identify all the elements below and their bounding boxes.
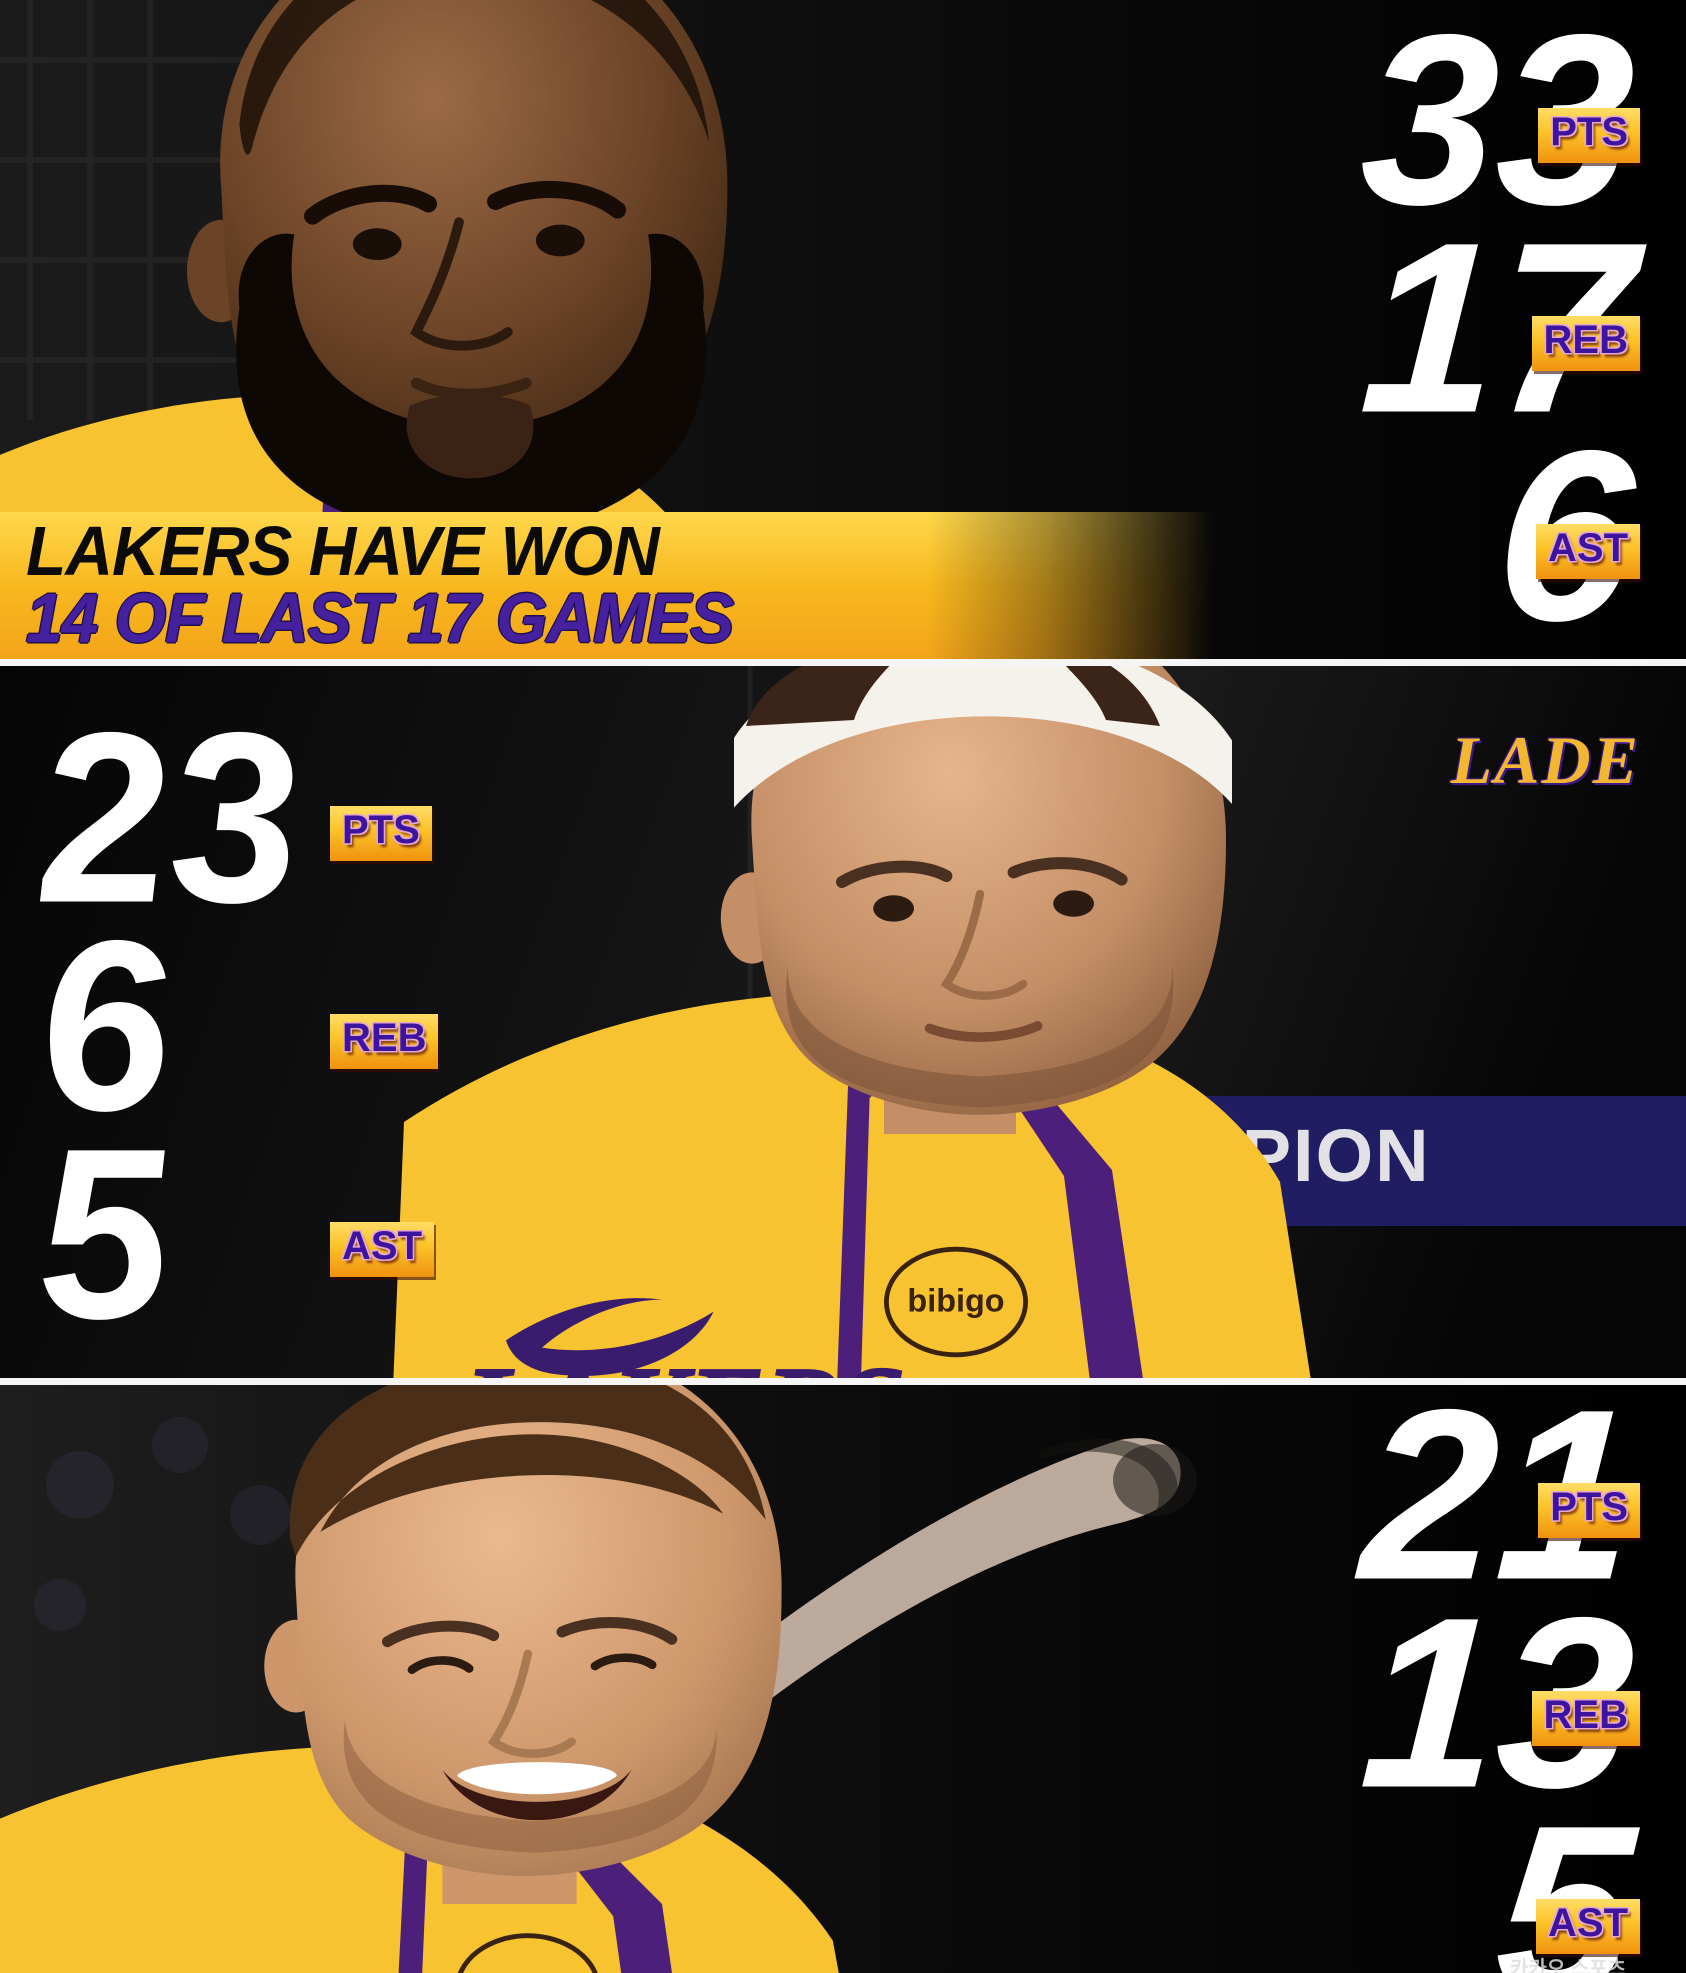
svg-text:bibigo: bibigo	[907, 1283, 1004, 1319]
svg-text:bibigo: bibigo	[478, 1969, 577, 1973]
svg-text:LAKERS: LAKERS	[463, 1343, 906, 1378]
